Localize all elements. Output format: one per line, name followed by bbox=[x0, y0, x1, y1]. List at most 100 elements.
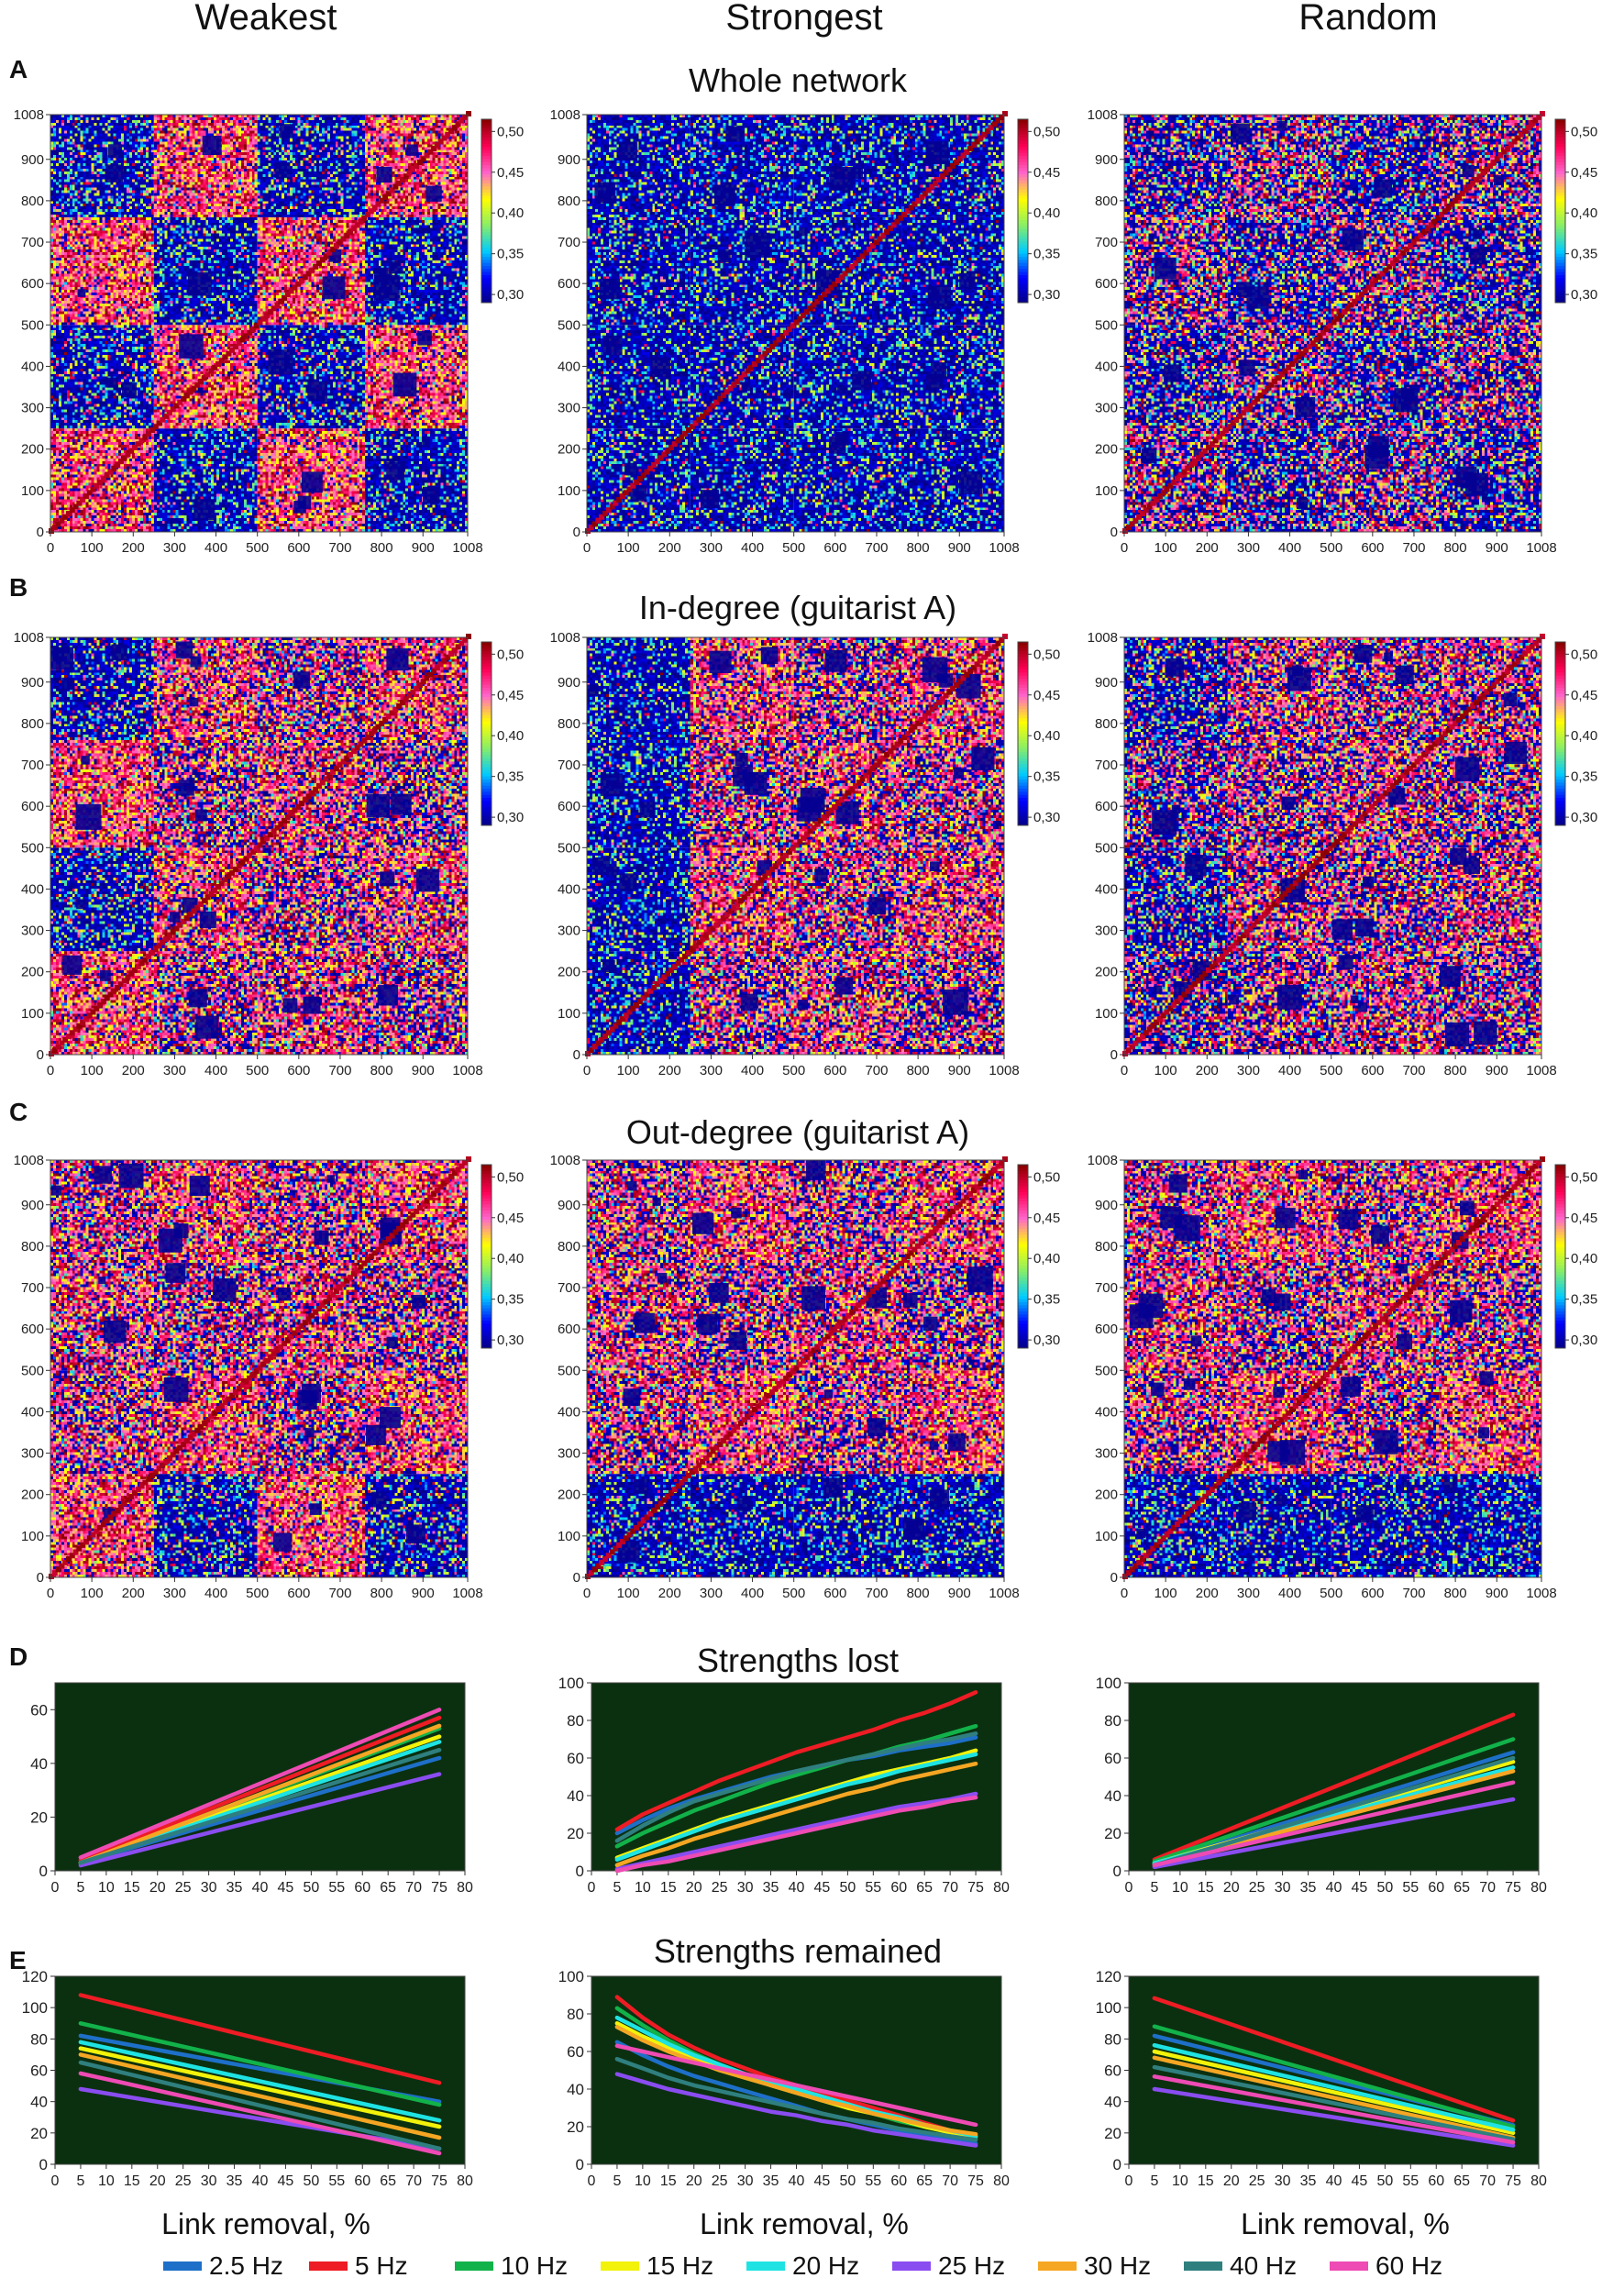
heatmap-diagonal-cell bbox=[1522, 1173, 1529, 1179]
y-tick-label: 300 bbox=[1095, 401, 1118, 416]
colorbar-step bbox=[1018, 681, 1028, 686]
heatmap-diagonal-cell bbox=[183, 1438, 190, 1444]
heatmap-diagonal-cell bbox=[1181, 991, 1188, 998]
colorbar-step bbox=[1018, 248, 1028, 251]
heatmap-diagonal-cell bbox=[811, 302, 817, 308]
heatmap-diagonal-cell bbox=[173, 1448, 180, 1454]
heatmap-diagonal-cell bbox=[1327, 846, 1333, 852]
heatmap-diagonal-cell bbox=[613, 500, 619, 506]
colorbar-step bbox=[1555, 284, 1565, 288]
heatmap-diagonal-cell bbox=[100, 1521, 106, 1528]
series-line-40-hz bbox=[78, 2060, 442, 2151]
y-tick-label: 700 bbox=[21, 1280, 44, 1296]
colorbar-step bbox=[481, 1344, 492, 1349]
colorbar-step bbox=[1018, 1302, 1028, 1306]
colorbar-step bbox=[1018, 785, 1028, 790]
heatmap-diagonal-cell bbox=[62, 514, 69, 520]
heatmap-diagonal-cell bbox=[1129, 1566, 1135, 1573]
colorbar-step bbox=[1018, 214, 1028, 218]
heatmap-diagonal-cell bbox=[689, 1469, 695, 1476]
heatmap-diagonal-cell bbox=[1375, 274, 1382, 281]
heatmap-diagonal-cell bbox=[198, 901, 204, 907]
heatmap-frame bbox=[586, 636, 1005, 1056]
heatmap-diagonal-cell bbox=[1456, 717, 1462, 723]
heatmap-subblock bbox=[425, 185, 442, 202]
heatmap-diagonal-cell bbox=[1453, 1243, 1459, 1249]
heatmap-subblock bbox=[365, 1425, 386, 1445]
heatmap-diagonal-cell bbox=[1164, 486, 1170, 492]
heatmap-diagonal-cell bbox=[1220, 953, 1226, 959]
heatmap-diagonal-cell bbox=[807, 828, 813, 835]
heatmap-subblock bbox=[1138, 1293, 1164, 1319]
x-tick-label: 50 bbox=[1376, 1880, 1393, 1896]
heatmap-diagonal-cell bbox=[692, 1465, 699, 1472]
heatmap-diagonal-cell bbox=[619, 1539, 625, 1545]
heatmap-diagonal-cell bbox=[1251, 922, 1257, 928]
colorbar-step bbox=[1555, 171, 1565, 175]
colorbar-step bbox=[481, 138, 492, 141]
heatmap-diagonal-cell bbox=[588, 1047, 594, 1054]
heatmap-diagonal-cell bbox=[898, 215, 904, 221]
heatmap-diagonal-cell bbox=[350, 226, 357, 232]
heatmap-subblock bbox=[189, 697, 199, 707]
heatmap-subblock bbox=[1229, 994, 1240, 1005]
y-tick-label: 1008 bbox=[1088, 107, 1118, 123]
colorbar-step bbox=[1018, 794, 1028, 799]
y-tick-label: 0 bbox=[37, 525, 44, 540]
heatmap-diagonal-cell bbox=[1286, 364, 1292, 370]
colorbar-step bbox=[1555, 736, 1565, 741]
x-tick-label: 20 bbox=[1223, 1880, 1240, 1896]
y-tick-label: 1008 bbox=[550, 630, 580, 646]
heatmap-diagonal-cell bbox=[904, 1254, 911, 1260]
x-tick-label: 700 bbox=[865, 1586, 888, 1601]
colorbar-step bbox=[481, 794, 492, 799]
heatmap-diagonal-cell bbox=[1299, 1396, 1306, 1402]
heatmap-diagonal-cell bbox=[929, 1229, 935, 1235]
colorbar-step bbox=[1555, 205, 1565, 209]
colorbar-step bbox=[1555, 1167, 1565, 1172]
heatmap-diagonal-cell bbox=[1358, 814, 1364, 821]
heatmap-subblock bbox=[1387, 787, 1406, 805]
y-tick-label: 200 bbox=[1095, 1487, 1118, 1503]
colorbar-step bbox=[481, 1342, 492, 1346]
colorbar-step bbox=[481, 752, 492, 756]
colorbar-step bbox=[1018, 1183, 1028, 1187]
colorbar-step bbox=[1018, 147, 1028, 150]
heatmap-block bbox=[587, 1160, 690, 1263]
heatmap-diagonal-cell bbox=[797, 1361, 803, 1367]
heatmap-diagonal-cell bbox=[1352, 821, 1358, 827]
heatmap-diagonal-cell bbox=[163, 413, 170, 419]
heatmap-diagonal-cell bbox=[406, 170, 413, 176]
colorbar-tick-label: 0,40 bbox=[1571, 1251, 1597, 1266]
colorbar-step bbox=[1555, 764, 1565, 769]
heatmap-diagonal-cell bbox=[448, 650, 455, 657]
heatmap-diagonal-cell bbox=[111, 988, 117, 994]
heatmap-diagonal-cell bbox=[1275, 1421, 1281, 1427]
heatmap-diagonal-cell bbox=[1407, 1288, 1413, 1295]
y-tick-label: 80 bbox=[1104, 2030, 1121, 2048]
heatmap-block bbox=[1124, 637, 1228, 740]
colorbar-step bbox=[1555, 724, 1565, 728]
colorbar-step bbox=[1555, 131, 1565, 136]
heatmap-diagonal-cell bbox=[814, 298, 821, 304]
heatmap-diagonal-cell bbox=[1195, 1500, 1201, 1507]
heatmap-diagonal-cell bbox=[299, 278, 304, 283]
heatmap-diagonal-cell bbox=[156, 943, 162, 949]
y-tick-label: 0 bbox=[573, 525, 580, 540]
heatmap-subblock bbox=[179, 334, 204, 359]
y-tick-label: 1008 bbox=[1088, 1153, 1118, 1168]
colorbar-step bbox=[1555, 260, 1565, 264]
heatmap-subblock bbox=[1166, 658, 1184, 677]
x-tick-label: 15 bbox=[660, 2173, 677, 2189]
colorbar-step bbox=[481, 1174, 492, 1178]
y-tick-label: 20 bbox=[1104, 2125, 1121, 2142]
heatmap-diagonal-cell bbox=[1466, 183, 1473, 190]
heatmap-diagonal-cell bbox=[1177, 995, 1184, 1001]
series-line-30-hz bbox=[78, 1723, 442, 1865]
heatmap-diagonal-cell bbox=[824, 1333, 831, 1340]
heatmap-diagonal-cell bbox=[431, 145, 437, 151]
heatmap-diagonal-cell bbox=[605, 1553, 612, 1559]
colorbar-step bbox=[1018, 202, 1028, 205]
colorbar: 0,500,450,400,350,30 bbox=[1017, 118, 1060, 304]
colorbar-step bbox=[481, 122, 492, 127]
